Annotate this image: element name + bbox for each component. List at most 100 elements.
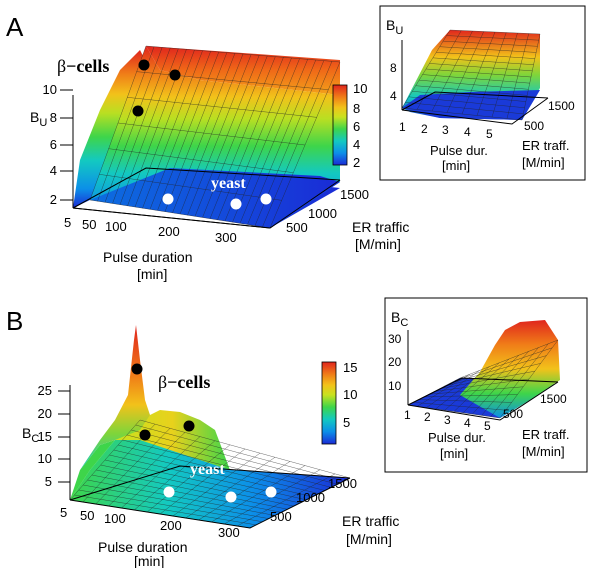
x-ticks-a: 5 50 100 200 300 [64, 215, 237, 245]
mesh-line [217, 57, 284, 220]
xy-axes-b [69, 477, 351, 529]
mesh-line [461, 31, 496, 115]
panel-letter-a: A [6, 12, 24, 42]
inset-x-tick: 1 [404, 408, 411, 422]
inset-x-tick: 1 [399, 120, 406, 134]
mesh-line [202, 55, 268, 218]
mesh-line [521, 33, 541, 121]
beta-point [183, 420, 195, 432]
y-axis-label-a-unit: [M/min] [355, 236, 401, 252]
mesh-line [134, 49, 195, 208]
inset-y-tick: 1500 [548, 99, 575, 113]
inset-z-tick: 30 [388, 332, 402, 346]
surface-a-floor-front [90, 168, 340, 228]
inset-b-xlabel: Pulse dur. [428, 430, 486, 445]
mesh-line [147, 444, 231, 513]
mesh-line [149, 51, 211, 210]
mesh-line [506, 33, 529, 119]
mesh-line [426, 370, 480, 408]
x-axis-label-a: Pulse duration [103, 249, 193, 265]
y-axis-label-b-unit: [M/min] [346, 531, 392, 547]
z-tick: 10 [38, 451, 52, 466]
mesh-line [237, 473, 336, 527]
inset-b-ylabel-unit: [M/min] [522, 444, 565, 459]
mesh-line [449, 29, 541, 35]
z-tick: 20 [38, 406, 52, 421]
mesh-line [172, 53, 236, 213]
inset-y-tick: 500 [524, 119, 544, 133]
mesh-line [119, 48, 179, 205]
mesh-line [232, 58, 300, 223]
inset-z-tick: 20 [388, 355, 402, 369]
inset-y-tick: 1500 [540, 392, 567, 406]
x-tick: 300 [218, 525, 240, 540]
xy-axes-a [72, 179, 341, 229]
mesh-line [481, 347, 539, 416]
surface-b-main [69, 325, 351, 529]
mesh-line [104, 47, 163, 203]
mesh-line [431, 30, 473, 112]
x-axis-label-b-unit: [min] [134, 553, 164, 568]
mesh-line [417, 374, 470, 407]
mesh-line [108, 432, 186, 507]
z-tick: 2 [50, 192, 57, 207]
colorbar-b: 15 10 5 [321, 360, 357, 445]
colorbar-tick: 10 [353, 81, 367, 96]
beta-point [139, 429, 151, 441]
yeast-point [260, 193, 272, 205]
mesh-line [476, 32, 507, 116]
mesh-line [209, 56, 276, 219]
inset-b: BC 10 20 30 1 2 3 4 5 500 1500 Pulse dur… [384, 297, 588, 473]
mesh-line [134, 440, 216, 511]
surface-a-grid [89, 45, 341, 229]
beta-point [169, 69, 181, 81]
inset-a-ylabel-unit: [M/min] [522, 155, 565, 170]
yeast-label-a: yeast [211, 175, 246, 192]
inset-x-tick: 5 [484, 419, 491, 433]
panel-letter-b: B [6, 306, 23, 336]
inset-x-tick: 2 [421, 122, 428, 136]
yeast-label-b: yeast [190, 461, 225, 478]
mesh-line [159, 448, 246, 515]
inset-x-tick: 4 [464, 416, 471, 430]
x-tick: 200 [158, 224, 180, 239]
mesh-line [435, 366, 490, 410]
x-axis-label-b: Pulse duration [98, 539, 188, 555]
mesh-line [491, 32, 518, 118]
surface-b-ridge [115, 410, 230, 470]
colorbar-tick: 6 [353, 119, 360, 134]
inset-x-tick: 3 [444, 413, 451, 427]
colorbar-tick: 8 [353, 101, 360, 116]
inset-x-tick: 3 [442, 123, 449, 137]
panel-b: B 5 10 15 20 25 BC 5 [6, 297, 588, 568]
inset-x-tick: 2 [424, 410, 431, 424]
x-tick: 5 [60, 505, 67, 520]
z-tick: 15 [38, 429, 52, 444]
y-axis-label-b: ER traffic [342, 513, 399, 529]
x-tick: 50 [82, 217, 96, 232]
inset-b-xlabel-unit: [min] [440, 446, 468, 461]
mesh-line [157, 51, 219, 211]
back-axes-a [72, 167, 341, 209]
mesh-line [416, 30, 462, 110]
z-axis-label-b: BC [22, 425, 39, 445]
inset-z-tick: 10 [388, 379, 402, 393]
mesh-line [262, 61, 333, 227]
x-tick: 300 [215, 230, 237, 245]
x-ticks-b: 5 50 100 200 300 [60, 505, 240, 540]
points-b [131, 363, 277, 503]
mesh-line [446, 31, 484, 113]
x-tick: 200 [160, 518, 182, 533]
z-tick: 8 [50, 110, 57, 125]
colorbar-a-gradient [333, 85, 347, 165]
mesh-line [224, 57, 292, 222]
inset-z-tick: 4 [390, 89, 397, 103]
x-tick: 5 [64, 215, 71, 230]
inset-a-grid [401, 29, 541, 121]
surface-b-peak [80, 325, 150, 470]
z-tick: 6 [50, 137, 57, 152]
inset-b-ylabel: ER traff. [522, 427, 569, 442]
z-tick: 5 [45, 474, 52, 489]
x-axis-label-a-unit: [min] [137, 266, 167, 282]
